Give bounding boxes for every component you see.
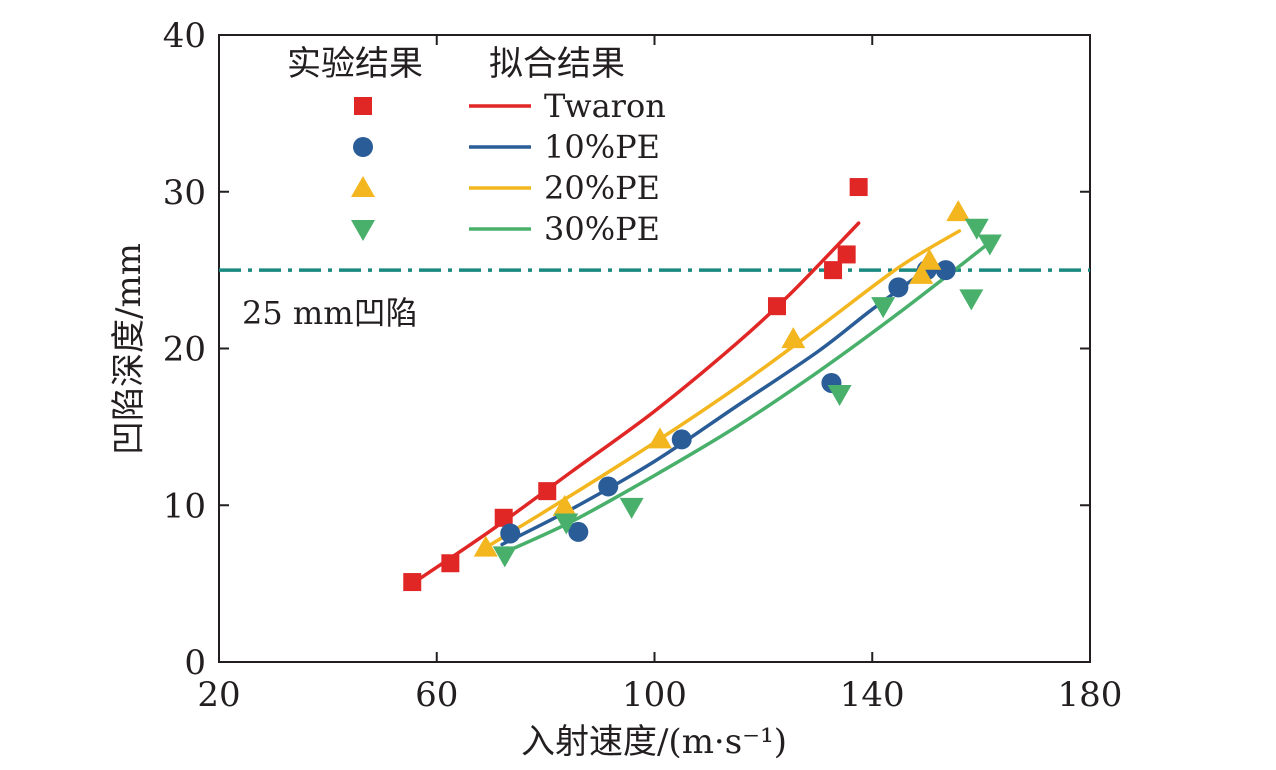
data-point-30pct-pe [964, 218, 989, 240]
data-point-10pct-pe [671, 429, 692, 450]
y-tick-label: 40 [163, 16, 206, 56]
data-point-30pct-pe [959, 289, 984, 311]
axis-ticks: 20 60 100 140 180 0 10 20 30 40 [163, 16, 1123, 715]
fit-curves [410, 221, 989, 586]
data-point-20pct-pe [917, 248, 942, 270]
data-point-30pct-pe [871, 297, 896, 319]
y-tick-label: 0 [184, 643, 206, 683]
data-points [403, 178, 1002, 592]
legend-header-lines: 拟合结果 [489, 44, 625, 84]
data-point-30pct-pe [492, 546, 517, 568]
data-point-30pct-pe [554, 513, 579, 535]
legend-label-10pct-pe: 10%PE [544, 128, 660, 166]
data-point-20pct-pe [647, 427, 672, 449]
fit-curve-10pct-pe [500, 263, 934, 547]
data-point-twaron [837, 245, 856, 264]
data-point-30pct-pe [827, 384, 852, 406]
legend-marker-30pct-pe [351, 220, 375, 241]
data-point-20pct-pe [781, 327, 806, 349]
x-tick-label: 140 [840, 675, 905, 715]
y-tick-label: 20 [163, 330, 206, 370]
x-tick-label: 100 [622, 675, 687, 715]
data-point-twaron [403, 573, 422, 592]
y-axis-title: 凹陷深度/mm [109, 243, 149, 455]
x-axis-title: 入射速度/(m·s⁻¹) [521, 722, 787, 762]
legend-header-markers: 实验结果 [287, 44, 423, 84]
data-point-twaron [767, 297, 786, 316]
data-point-20pct-pe [909, 262, 934, 284]
legend-label-20pct-pe: 20%PE [544, 169, 660, 207]
legend-label-30pct-pe: 30%PE [544, 210, 660, 248]
legend-marker-20pct-pe [351, 176, 375, 197]
y-tick-label: 10 [163, 486, 206, 526]
fit-curve-20pct-pe [483, 229, 962, 550]
data-point-20pct-pe [946, 200, 971, 222]
data-point-30pct-pe [619, 497, 644, 519]
x-tick-label: 20 [197, 675, 240, 715]
data-point-20pct-pe [552, 494, 577, 516]
data-point-30pct-pe [977, 234, 1002, 256]
data-point-10pct-pe [598, 476, 619, 497]
legend-label-twaron: Twaron [544, 87, 666, 125]
legend-marker-twaron [354, 97, 372, 115]
data-point-twaron [824, 261, 843, 280]
data-point-twaron [538, 482, 557, 501]
data-point-10pct-pe [500, 523, 521, 544]
y-tick-label: 30 [163, 173, 206, 213]
data-point-twaron [441, 554, 460, 573]
legend-marker-10pct-pe [353, 137, 373, 157]
data-point-10pct-pe [568, 521, 589, 542]
data-point-20pct-pe [473, 535, 498, 557]
x-tick-label: 180 [1058, 675, 1123, 715]
data-point-10pct-pe [888, 277, 909, 298]
fit-curve-twaron [410, 221, 861, 586]
data-point-twaron [494, 508, 513, 527]
data-point-10pct-pe [935, 260, 956, 281]
reference-line-label: 25 mm凹陷 [242, 294, 418, 332]
data-point-twaron [849, 178, 868, 197]
x-tick-label: 60 [415, 675, 458, 715]
